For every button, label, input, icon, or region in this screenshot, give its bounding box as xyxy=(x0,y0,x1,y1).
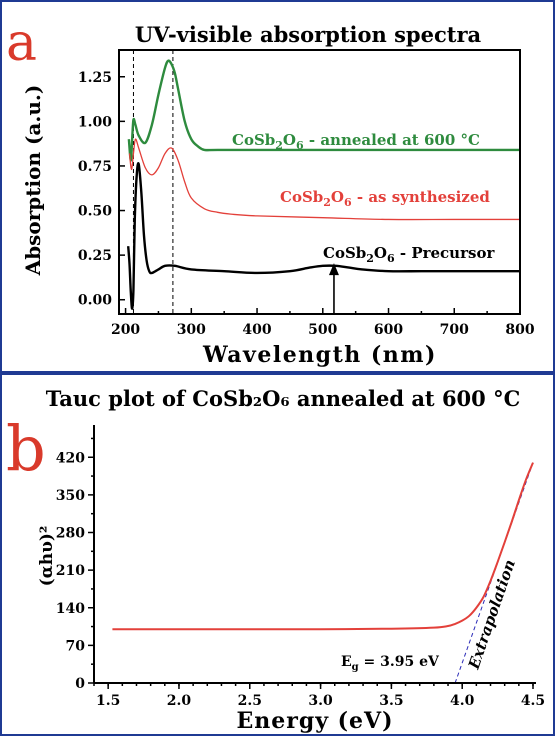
b-ytick-label: 70 xyxy=(66,638,86,654)
b-xtick-label: 3.5 xyxy=(379,693,403,709)
panel-a-title: UV-visible absorption spectra xyxy=(135,22,482,47)
b-ytick-label: 280 xyxy=(56,526,85,542)
label-synth-sub1: 2 xyxy=(323,196,331,209)
panel-a-border xyxy=(1,1,554,372)
label-prec-tail: - Precursor xyxy=(395,244,496,262)
panel-b: Tauc plot of CoSb₂O₆ annealed at 600 °C … xyxy=(1,374,554,735)
a-ytick-label: 0.25 xyxy=(78,248,112,264)
panel-a-letter: a xyxy=(6,13,37,73)
eg-subscript: g xyxy=(352,662,359,673)
a-xtick-label: 700 xyxy=(440,322,469,338)
a-ytick-label: 1.25 xyxy=(78,70,112,86)
a-xtick-label: 500 xyxy=(308,322,337,338)
eg-symbol: E xyxy=(341,654,352,670)
b-ytick-label: 210 xyxy=(56,563,85,579)
panel-b-tick-labels: 1.5 2.0 2.5 3.0 3.5 4.0 4.5 0 70 140 210 280 350 420 xyxy=(56,450,545,709)
panel-b-title: Tauc plot of CoSb₂O₆ annealed at 600 °C xyxy=(46,386,521,411)
label-synth-tail: - as synthesized xyxy=(352,188,491,206)
b-xtick-label: 2.5 xyxy=(238,693,262,709)
b-ytick-label: 0 xyxy=(75,676,85,692)
a-xtick-label: 800 xyxy=(505,322,534,338)
a-ytick-label: 0.00 xyxy=(78,293,112,309)
panel-a-series xyxy=(128,61,520,309)
series-label-annealed: CoSb2O6 - annealed at 600 °C xyxy=(232,131,480,152)
eg-value: = 3.95 eV xyxy=(359,654,440,670)
a-xtick-label: 300 xyxy=(177,322,206,338)
a-xtick-label: 400 xyxy=(242,322,271,338)
b-xtick-label: 2.0 xyxy=(167,693,192,709)
a-ytick-label: 0.75 xyxy=(78,159,112,175)
panel-a-xlabel: Wavelength (nm) xyxy=(202,342,437,368)
label-prec-main: CoSb xyxy=(323,244,366,262)
label-prec-mid: O xyxy=(374,244,387,262)
panel-a-ylabel: Absorption (a.u.) xyxy=(21,85,45,277)
extrapolation-label: Extrapolation xyxy=(464,557,519,672)
panel-b-letter: b xyxy=(6,412,46,485)
panel-b-ylabel: (αhυ)² xyxy=(37,526,57,587)
b-xtick-label: 1.5 xyxy=(96,693,120,709)
label-annealed-tail: - annealed at 600 °C xyxy=(304,131,480,149)
a-xtick-label: 600 xyxy=(374,322,403,338)
b-ytick-label: 420 xyxy=(56,450,85,466)
series-label-precursor: CoSb2O6 - Precursor xyxy=(323,244,495,265)
bandgap-annotation: Eg = 3.95 eV xyxy=(341,654,440,673)
label-prec-sub1: 2 xyxy=(366,252,374,265)
a-ytick-label: 1.00 xyxy=(78,114,112,130)
a-series-line-2 xyxy=(128,163,520,308)
b-ytick-label: 140 xyxy=(56,601,85,617)
panel-a: a UV-visible absorption spectra Waveleng… xyxy=(1,1,554,372)
panel-b-series xyxy=(112,463,533,630)
panel-b-ticks xyxy=(88,438,533,689)
precursor-peak-arrow xyxy=(329,263,339,314)
b-ytick-label: 350 xyxy=(56,488,85,504)
b-xtick-label: 4.5 xyxy=(521,693,545,709)
label-annealed-mid: O xyxy=(283,131,296,149)
label-annealed-main: CoSb xyxy=(232,131,275,149)
label-annealed-sub1: 2 xyxy=(275,139,283,152)
a-xtick-label: 200 xyxy=(111,322,140,338)
b-series-line-0 xyxy=(112,463,533,630)
b-xtick-label: 3.0 xyxy=(308,693,333,709)
label-synth-main: CoSb xyxy=(280,188,323,206)
a-ytick-label: 0.50 xyxy=(78,204,112,220)
panel-b-xlabel: Energy (eV) xyxy=(236,708,393,734)
label-synth-mid: O xyxy=(331,188,344,206)
b-xtick-label: 4.0 xyxy=(450,693,475,709)
series-label-synthesized: CoSb2O6 - as synthesized xyxy=(280,188,490,209)
